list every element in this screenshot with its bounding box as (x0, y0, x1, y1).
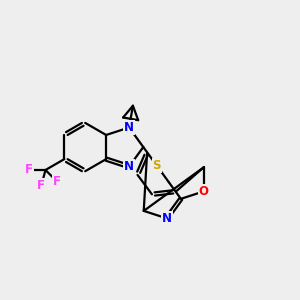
Text: N: N (124, 121, 134, 134)
Text: F: F (25, 164, 33, 176)
Text: O: O (199, 185, 209, 198)
Text: N: N (124, 160, 134, 173)
Text: N: N (162, 212, 172, 225)
Text: F: F (53, 175, 61, 188)
Text: S: S (152, 159, 161, 172)
Text: F: F (37, 179, 45, 192)
